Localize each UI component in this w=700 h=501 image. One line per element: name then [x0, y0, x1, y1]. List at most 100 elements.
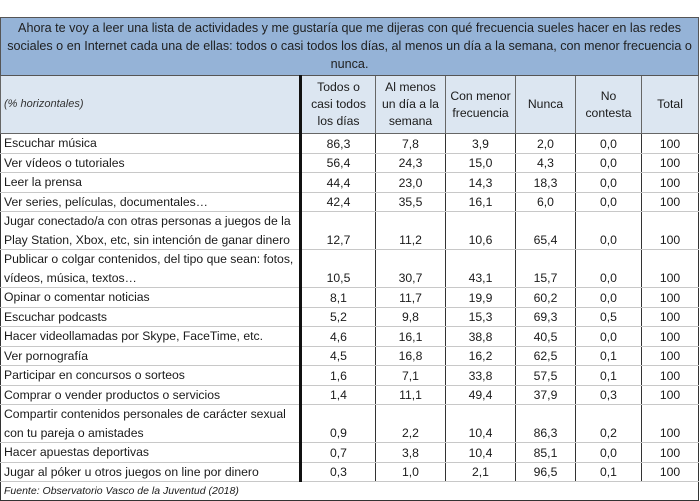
- value-cell: 100: [640, 133, 700, 154]
- value-cell: 3,9: [445, 133, 516, 154]
- value-cell: 0,0: [575, 191, 642, 212]
- value-cell: 1,0: [375, 461, 446, 482]
- value-cell: 69,3: [515, 306, 576, 327]
- value-cell: 16,1: [445, 191, 516, 212]
- table-row: Leer la prensa 44,4 23,0 14,3 18,3 0,0 100: [0, 172, 700, 193]
- value-cell: 12,7: [299, 211, 376, 250]
- table-row: Participar en concursos o sorteos 1,6 7,1 3…: [0, 365, 700, 386]
- survey-table-container: Ahora te voy a leer una lista de activid…: [0, 17, 700, 501]
- value-cell: 100: [640, 365, 700, 386]
- value-cell: 100: [640, 404, 700, 443]
- value-cell: 23,0: [375, 172, 446, 193]
- value-cell: 16,2: [445, 345, 516, 366]
- value-cell: 0,1: [575, 345, 642, 366]
- value-cell: 100: [640, 461, 700, 482]
- value-cell: 100: [640, 191, 700, 212]
- activity-label: Ver series, películas, documentales…: [0, 191, 301, 212]
- value-cell: 0,1: [575, 461, 642, 482]
- value-cell: 0,1: [575, 365, 642, 386]
- activity-label: Jugar conectado/a con otras personas a j…: [0, 211, 301, 250]
- value-cell: 100: [640, 211, 700, 250]
- activity-label: Opinar o comentar noticias: [0, 287, 301, 308]
- source-note: Fuente: Observatorio Vasco de la Juventu…: [0, 481, 700, 501]
- value-cell: 100: [640, 442, 700, 463]
- value-cell: 4,5: [299, 345, 376, 366]
- value-cell: 19,9: [445, 287, 516, 308]
- value-cell: 100: [640, 152, 700, 173]
- table-row: Jugar conectado/a con otras personas a j…: [0, 211, 700, 250]
- survey-table: Ahora te voy a leer una lista de activid…: [0, 17, 700, 501]
- value-cell: 8,1: [299, 287, 376, 308]
- value-cell: 0,7: [299, 442, 376, 463]
- value-cell: 3,8: [375, 442, 446, 463]
- col-header-less-often: Con menor frecuencia: [445, 75, 516, 134]
- value-cell: 0,3: [299, 461, 376, 482]
- table-row: Publicar o colgar contenidos, del tipo q…: [0, 249, 700, 288]
- value-cell: 0,0: [575, 152, 642, 173]
- value-cell: 16,8: [375, 345, 446, 366]
- table-row: Ver vídeos o tutoriales 56,4 24,3 15,0 4,3 0,…: [0, 152, 700, 173]
- table-row: Jugar al póker u otros juegos on line po…: [0, 461, 700, 482]
- value-cell: 62,5: [515, 345, 576, 366]
- value-cell: 100: [640, 249, 700, 288]
- table-row: Escuchar podcasts 5,2 9,8 15,3 69,3 0,5 100: [0, 306, 700, 327]
- value-cell: 11,7: [375, 287, 446, 308]
- value-cell: 33,8: [445, 365, 516, 386]
- value-cell: 5,2: [299, 306, 376, 327]
- activity-label: Leer la prensa: [0, 172, 301, 193]
- value-cell: 42,4: [299, 191, 376, 212]
- value-cell: 6,0: [515, 191, 576, 212]
- value-cell: 100: [640, 306, 700, 327]
- value-cell: 10,5: [299, 249, 376, 288]
- value-cell: 35,5: [375, 191, 446, 212]
- table-row: Escuchar música 86,3 7,8 3,9 2,0 0,0 100: [0, 133, 700, 154]
- value-cell: 37,9: [515, 384, 576, 405]
- value-cell: 0,0: [575, 211, 642, 250]
- value-cell: 2,2: [375, 404, 446, 443]
- value-cell: 0,0: [575, 287, 642, 308]
- value-cell: 10,4: [445, 404, 516, 443]
- value-cell: 86,3: [299, 133, 376, 154]
- table-row: Opinar o comentar noticias 8,1 11,7 19,9 60,…: [0, 287, 700, 308]
- value-cell: 38,8: [445, 326, 516, 347]
- value-cell: 15,7: [515, 249, 576, 288]
- activity-label: Hacer videollamadas por Skype, FaceTime,…: [0, 326, 301, 347]
- value-cell: 15,0: [445, 152, 516, 173]
- value-cell: 0,0: [575, 133, 642, 154]
- value-cell: 86,3: [515, 404, 576, 443]
- value-cell: 49,4: [445, 384, 516, 405]
- value-cell: 0,0: [575, 326, 642, 347]
- value-cell: 100: [640, 172, 700, 193]
- value-cell: 1,6: [299, 365, 376, 386]
- value-cell: 0,0: [575, 442, 642, 463]
- value-cell: 44,4: [299, 172, 376, 193]
- row-header-label: (% horizontales): [0, 75, 301, 134]
- value-cell: 4,3: [515, 152, 576, 173]
- table-row: Ver pornografía 4,5 16,8 16,2 62,5 0,1 100: [0, 345, 700, 366]
- value-cell: 0,0: [575, 249, 642, 288]
- value-cell: 100: [640, 326, 700, 347]
- value-cell: 96,5: [515, 461, 576, 482]
- col-header-daily: Todos o casi todos los días: [299, 75, 376, 134]
- col-header-never: Nunca: [515, 75, 576, 134]
- value-cell: 1,4: [299, 384, 376, 405]
- table-row: Compartir contenidos personales de carác…: [0, 404, 700, 443]
- value-cell: 30,7: [375, 249, 446, 288]
- value-cell: 100: [640, 287, 700, 308]
- value-cell: 56,4: [299, 152, 376, 173]
- activity-label: Escuchar podcasts: [0, 306, 301, 327]
- value-cell: 43,1: [445, 249, 516, 288]
- value-cell: 11,1: [375, 384, 446, 405]
- value-cell: 2,1: [445, 461, 516, 482]
- value-cell: 10,6: [445, 211, 516, 250]
- value-cell: 24,3: [375, 152, 446, 173]
- value-cell: 14,3: [445, 172, 516, 193]
- value-cell: 85,1: [515, 442, 576, 463]
- col-header-no-answer: No contesta: [575, 75, 642, 134]
- activity-label: Compartir contenidos personales de carác…: [0, 404, 301, 443]
- value-cell: 16,1: [375, 326, 446, 347]
- activity-label: Escuchar música: [0, 133, 301, 154]
- table-row: Hacer videollamadas por Skype, FaceTime,…: [0, 326, 700, 347]
- value-cell: 0,5: [575, 306, 642, 327]
- value-cell: 0,2: [575, 404, 642, 443]
